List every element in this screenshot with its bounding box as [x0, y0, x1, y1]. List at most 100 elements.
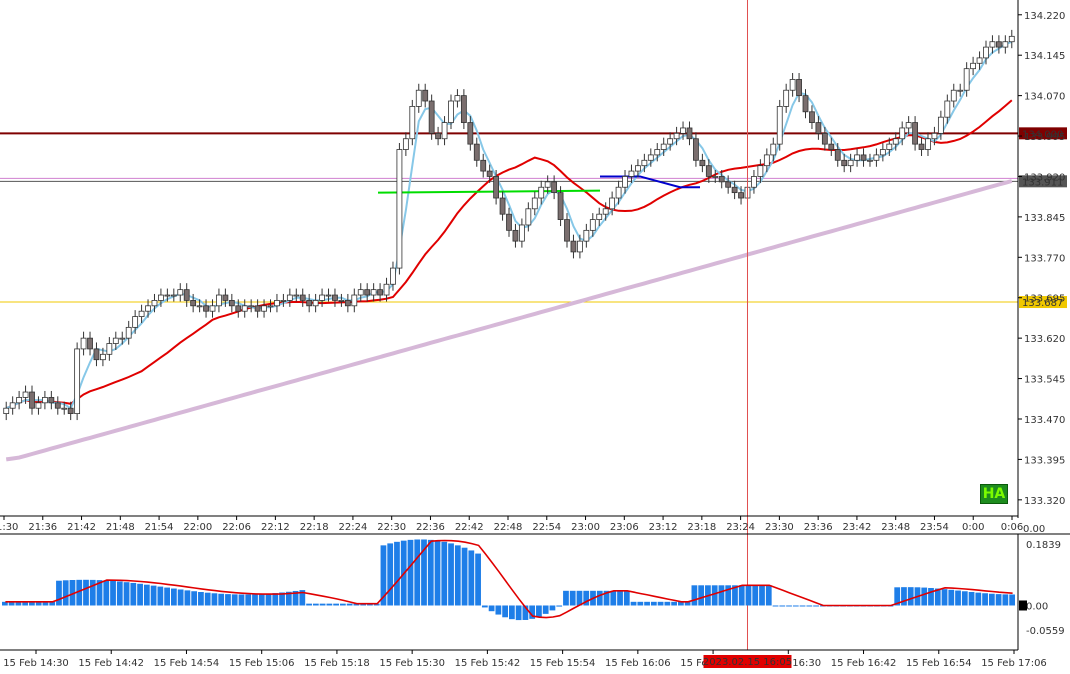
histogram-bar [657, 601, 664, 606]
candle-body [802, 95, 809, 113]
candle-body [538, 186, 545, 199]
candle-body [435, 132, 441, 140]
candle-body [622, 176, 628, 188]
histogram-bar [96, 580, 103, 606]
histogram-bar [745, 585, 752, 606]
candle-body [344, 300, 351, 307]
histogram-bar [326, 603, 333, 606]
candle-body [712, 176, 719, 178]
histogram-bar [502, 605, 508, 618]
time-tick-label: 23:30 [765, 522, 794, 533]
candle-body [609, 197, 616, 210]
candle-body [364, 289, 371, 296]
candle-body [860, 154, 867, 161]
histogram-bar [279, 592, 285, 606]
histogram-time-label: 15 Feb 15:54 [530, 658, 596, 669]
histogram-bar [792, 605, 799, 607]
candle-body [338, 300, 345, 302]
time-tick-label: 21:48 [106, 522, 135, 533]
time-tick-label: 22:00 [183, 522, 212, 533]
candle-body [441, 122, 448, 140]
histogram-bar [475, 553, 481, 606]
price-tick-label: 133.545 [1024, 375, 1065, 386]
candle-body [390, 267, 396, 285]
candle-body [357, 289, 364, 296]
level-tag [1019, 175, 1067, 188]
price-tick-label: 133.695 [1024, 294, 1065, 305]
histogram-bar [69, 580, 76, 606]
histogram-time-label: 15 Feb 16:42 [831, 658, 897, 669]
histogram-bar [596, 590, 603, 606]
histogram-bar [799, 605, 806, 607]
candle-body [570, 240, 577, 253]
candle-body [602, 208, 609, 215]
histogram-bar [610, 590, 617, 606]
histogram-bar [468, 550, 475, 606]
candle-body [854, 154, 860, 161]
histogram-bar [56, 580, 62, 606]
histogram-bar [218, 593, 225, 606]
candle-body [312, 300, 319, 307]
candle-body [170, 294, 177, 297]
histogram-bar [285, 591, 292, 606]
time-tick-label: 22:30 [377, 522, 406, 533]
histogram-bar [252, 594, 258, 606]
histogram-bar [130, 582, 137, 606]
candle-body [9, 402, 16, 409]
candle-body [228, 300, 235, 307]
time-tick-label: 0:00 [962, 522, 984, 533]
histogram-tick-label: -0.0559 [1026, 626, 1065, 637]
histogram-bar [204, 592, 211, 606]
candle-body [589, 219, 596, 231]
candle-body [583, 229, 590, 242]
candle-body [480, 159, 487, 172]
histogram-bar [522, 605, 529, 620]
time-tick-label: 23:00 [571, 522, 600, 533]
histogram-bar [495, 605, 502, 615]
candle-body [48, 397, 55, 404]
histogram-bar [62, 580, 69, 606]
histogram-bar [258, 594, 265, 606]
candle-body [925, 138, 931, 150]
histogram-bar [961, 591, 968, 606]
candle-body [551, 181, 558, 194]
candle-body [164, 294, 171, 297]
time-tick-label: 23:06 [610, 522, 639, 533]
histogram-bar [928, 587, 934, 606]
histogram-bar [407, 539, 414, 606]
candle-body [815, 122, 822, 134]
candle-body [647, 154, 654, 161]
candle-body [151, 300, 158, 307]
candle-body [667, 138, 674, 145]
candle-body [957, 89, 964, 92]
cursor-time-tag [703, 655, 792, 668]
time-tick-label: 22:24 [339, 522, 368, 533]
candle-body [828, 143, 835, 150]
candle-body [499, 197, 506, 215]
level-tag [1019, 127, 1067, 140]
candle-body [931, 132, 938, 140]
candle-body [325, 294, 332, 297]
histogram-bar [373, 603, 380, 606]
time-tick-label: 23:36 [804, 522, 833, 533]
candle-body [783, 89, 790, 107]
histogram-time-label: 15 Feb 15:30 [379, 658, 445, 669]
candle-body [93, 348, 100, 361]
histogram-bar [955, 590, 961, 606]
candle-body [912, 122, 918, 145]
candle-body [125, 326, 132, 339]
histogram-bar [481, 605, 488, 608]
candle-body [660, 143, 667, 150]
histogram-bar [448, 543, 454, 606]
histogram-bar [698, 585, 705, 606]
level-tag [1019, 296, 1067, 309]
histogram-bar [718, 585, 725, 606]
histogram-bar [644, 601, 650, 606]
candle-body [377, 289, 383, 296]
histogram-bar [2, 601, 8, 606]
histogram-bar [360, 603, 367, 606]
time-tick-label: 21:30 [0, 522, 18, 533]
histogram-bar [312, 603, 319, 606]
candle-body [145, 305, 151, 312]
